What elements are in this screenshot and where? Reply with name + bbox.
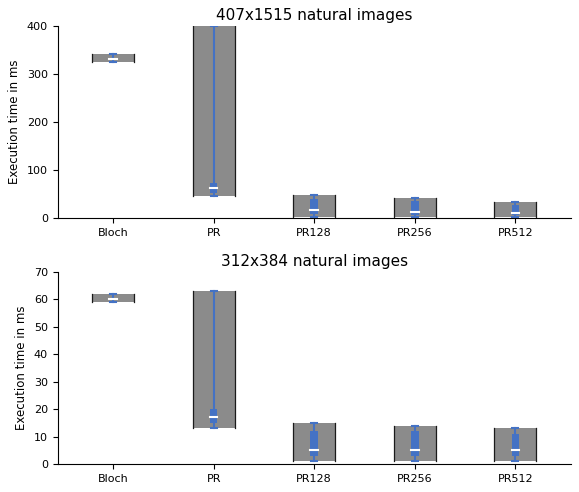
Bar — [109, 298, 117, 300]
Bar — [210, 409, 218, 423]
Title: 312x384 natural images: 312x384 natural images — [221, 254, 408, 269]
Y-axis label: Execution time in ms: Execution time in ms — [8, 60, 21, 184]
Title: 407x1515 natural images: 407x1515 natural images — [216, 8, 412, 23]
Y-axis label: Execution time in ms: Execution time in ms — [15, 306, 28, 430]
Bar — [411, 431, 419, 456]
Bar — [109, 58, 117, 60]
Bar — [210, 184, 218, 193]
Bar — [512, 434, 519, 456]
Bar — [310, 199, 318, 214]
Bar — [512, 205, 519, 215]
Bar — [411, 201, 419, 215]
Bar — [310, 431, 318, 456]
